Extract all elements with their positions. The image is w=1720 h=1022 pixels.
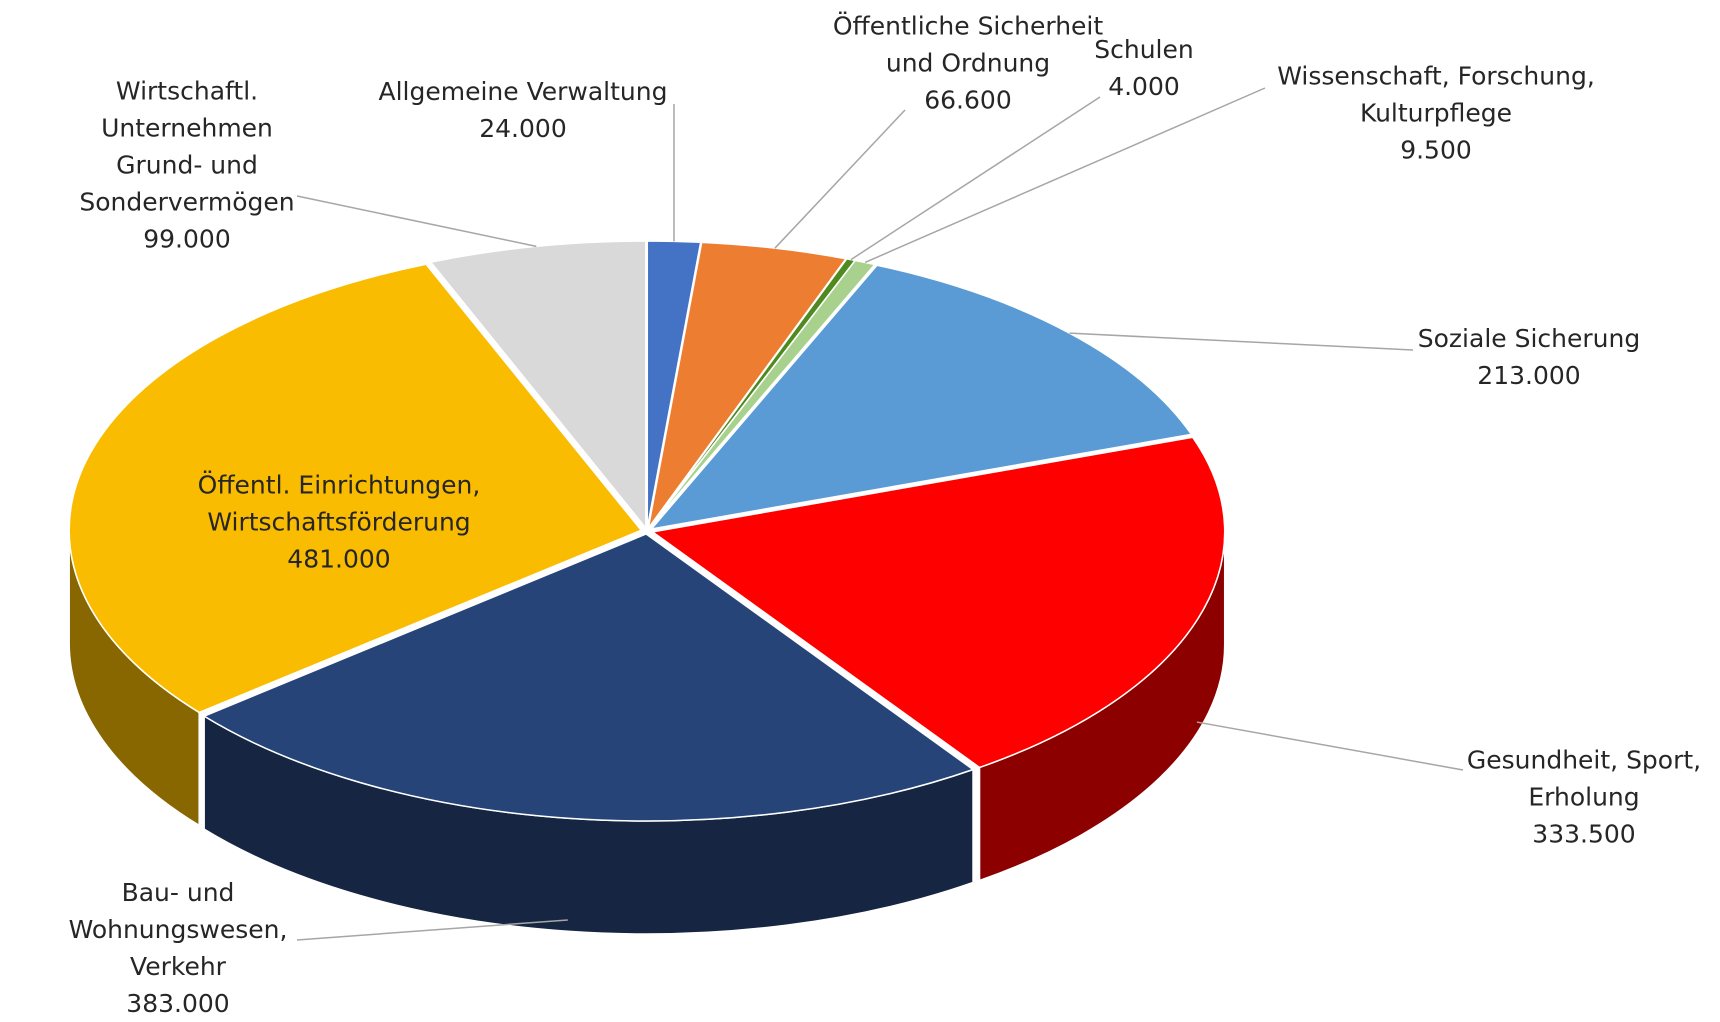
leader-line bbox=[775, 110, 905, 248]
category-label: Bau- und Wohnungswesen, Verkehr bbox=[58, 874, 298, 985]
category-label: Schulen bbox=[1084, 31, 1204, 68]
category-label: Wirtschaftl. Unternehmen Grund- und Sond… bbox=[57, 73, 317, 221]
leader-line bbox=[851, 97, 1100, 260]
value-label: 9.500 bbox=[1266, 132, 1606, 169]
category-label: Öffentliche Sicherheit und Ordnung bbox=[818, 8, 1118, 82]
value-label: 383.000 bbox=[58, 985, 298, 1022]
category-label: Allgemeine Verwaltung bbox=[363, 73, 683, 110]
category-label: Öffentl. Einrichtungen, Wirtschaftsförde… bbox=[179, 467, 499, 541]
value-label: 66.600 bbox=[818, 82, 1118, 119]
value-label: 213.000 bbox=[1399, 357, 1659, 394]
data-label: Öffentl. Einrichtungen, Wirtschaftsförde… bbox=[179, 467, 499, 578]
category-label: Gesundheit, Sport, Erholung bbox=[1459, 742, 1709, 816]
leader-line bbox=[297, 196, 536, 246]
value-label: 481.000 bbox=[179, 541, 499, 578]
value-label: 24.000 bbox=[363, 110, 683, 147]
value-label: 4.000 bbox=[1084, 68, 1204, 105]
value-label: 333.500 bbox=[1459, 816, 1709, 853]
value-label: 99.000 bbox=[57, 221, 317, 258]
category-label: Soziale Sicherung bbox=[1399, 320, 1659, 357]
leader-line bbox=[1070, 333, 1413, 350]
leader-line bbox=[297, 920, 568, 940]
category-label: Wissenschaft, Forschung, Kulturpflege bbox=[1266, 58, 1606, 132]
leader-line bbox=[1197, 722, 1463, 770]
data-label: Wirtschaftl. Unternehmen Grund- und Sond… bbox=[57, 73, 317, 258]
